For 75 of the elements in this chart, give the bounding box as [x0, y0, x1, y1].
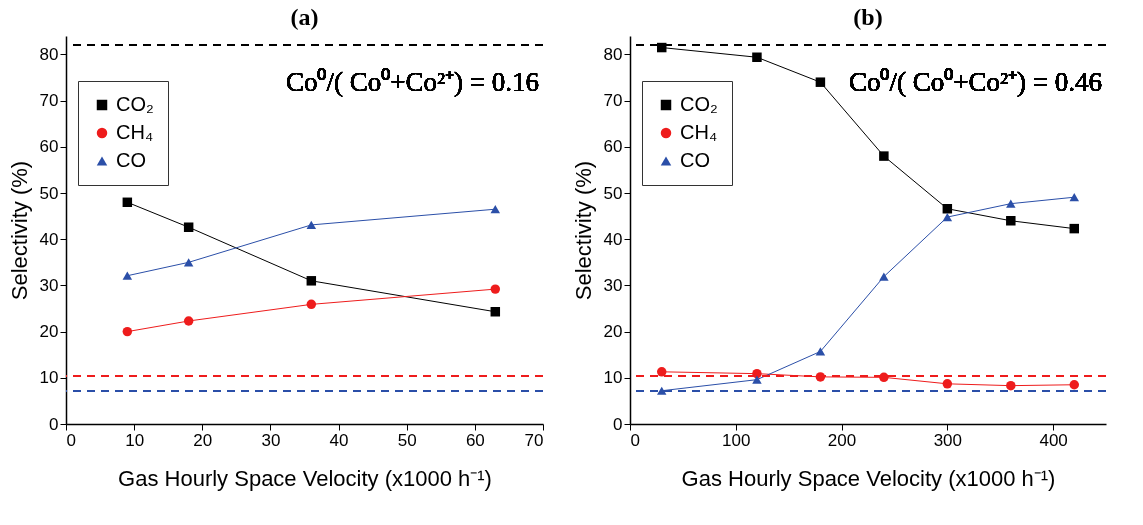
legend-label: CO₂ [116, 93, 154, 115]
x-tick-label: 0 [66, 430, 76, 450]
point [490, 307, 501, 317]
point [1069, 193, 1080, 202]
legend-label: CO₂ [680, 93, 718, 115]
x-tick-label: 30 [261, 430, 281, 450]
y-tick-label: 50 [603, 183, 623, 203]
point [656, 367, 667, 377]
y-tick-label: 20 [603, 322, 623, 342]
y-tick-label: 70 [39, 91, 59, 111]
annotation: Co⁰/( Co⁰+Co²⁺) = 0.16 [285, 67, 539, 97]
point [815, 347, 826, 356]
y-tick-label: 40 [603, 229, 623, 249]
point [1006, 199, 1016, 208]
x-axis-title: Gas Hourly Space Velocity (x1000 h⁻¹) [681, 465, 1056, 491]
point [306, 299, 317, 310]
point [183, 316, 194, 326]
point [879, 372, 889, 383]
point [942, 204, 953, 214]
y-tick-label: 60 [603, 137, 623, 157]
y-tick-label: 40 [39, 229, 59, 249]
legend-label: CH₄ [680, 121, 718, 143]
x-tick-label: 20 [193, 430, 213, 450]
point [879, 272, 889, 281]
x-tick-label: 10 [125, 430, 145, 450]
y-axis-title: Selectivity (%) [570, 160, 596, 301]
point [490, 284, 501, 294]
y-tick-label: 70 [603, 91, 623, 111]
y-tick-label: 10 [603, 368, 623, 388]
x-tick-label: 40 [329, 430, 349, 450]
x-tick-label: 50 [397, 430, 417, 450]
y-tick-label: 0 [613, 414, 623, 434]
x-axis-title: Gas Hourly Space Velocity (x1000 h⁻¹) [118, 465, 492, 491]
x-tick-label: 70 [524, 430, 544, 450]
point [306, 276, 317, 286]
y-tick-label: 20 [39, 322, 59, 342]
x-tick-label: 400 [1039, 430, 1068, 450]
point [183, 258, 194, 267]
x-tick-label: 100 [722, 430, 751, 450]
point [942, 379, 953, 389]
point [879, 151, 889, 161]
point [752, 375, 762, 384]
chart-title: (b) [853, 4, 883, 30]
point [122, 271, 133, 280]
x-tick-label: 200 [827, 430, 857, 450]
legend-label: CO [680, 149, 710, 171]
y-tick-label: 30 [603, 275, 623, 295]
x-tick-label: 60 [465, 430, 485, 450]
y-tick-label: 80 [39, 44, 59, 64]
y-tick-label: 60 [39, 137, 59, 157]
legend-label: CH₄ [116, 121, 154, 143]
y-tick-label: 10 [39, 368, 59, 388]
point [122, 197, 133, 208]
point [122, 326, 133, 337]
point [306, 220, 317, 230]
y-tick-label: 0 [49, 414, 59, 434]
point [656, 386, 667, 395]
y-tick-label: 50 [39, 183, 59, 203]
legend-label: CO [116, 149, 146, 171]
point [942, 212, 953, 222]
chart-title: (a) [290, 4, 319, 30]
point [1006, 380, 1016, 391]
y-tick-label: 30 [39, 275, 59, 295]
y-axis-title: Selectivity (%) [6, 160, 32, 301]
y-tick-label: 80 [603, 44, 623, 64]
point [1069, 380, 1080, 390]
point [1006, 216, 1016, 226]
point [183, 222, 194, 232]
annotation: Co⁰/( Co⁰+Co²⁺) = 0.46 [848, 67, 1102, 97]
x-tick-label: 300 [933, 430, 963, 450]
point [752, 52, 762, 62]
point [815, 77, 826, 87]
point [1069, 223, 1080, 234]
x-tick-label: 0 [630, 430, 640, 450]
point [490, 205, 501, 214]
